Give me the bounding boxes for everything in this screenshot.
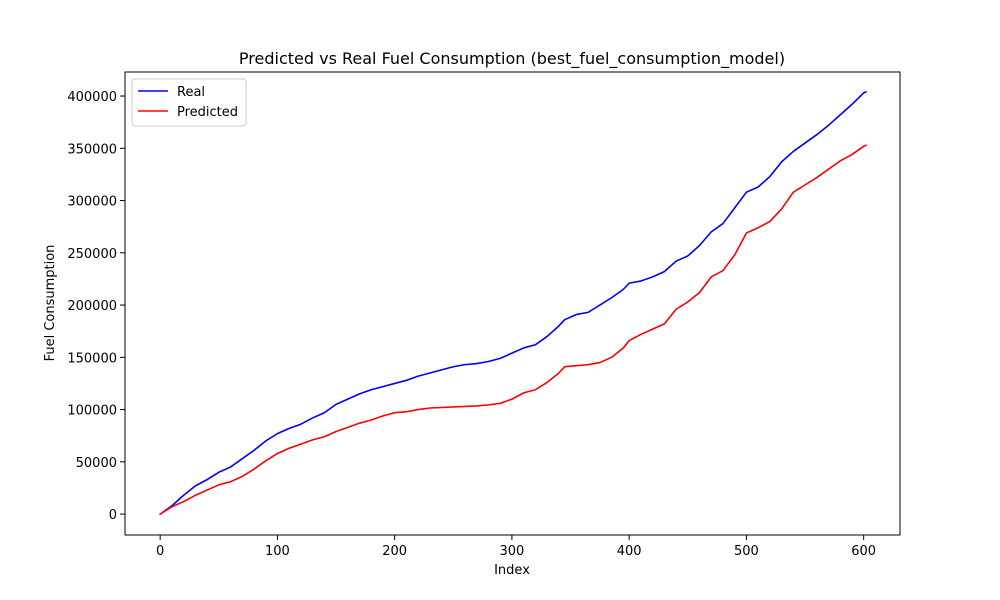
y-tick-label: 0 [109,508,117,523]
y-tick-label: 100000 [67,404,117,419]
y-tick-label: 350000 [67,142,117,157]
series-line-real [159,91,867,515]
x-tick-label: 300 [499,544,524,559]
series-line-predicted [159,144,867,515]
y-tick-label: 200000 [67,299,117,314]
y-tick-label: 50000 [76,456,117,471]
plot-frame [124,71,901,536]
plot-area: 0 100 200 300 400 500 600 0 50000 100000 150000 20… [67,71,901,559]
series-lines [159,91,867,515]
y-tick-label: 400000 [67,90,117,105]
y-tick-label: 150000 [67,351,117,366]
y-axis-label: Fuel Consumption [43,245,58,362]
y-tick-label: 300000 [67,195,117,210]
x-axis-label: Index [494,563,530,578]
y-tick-label: 250000 [67,247,117,262]
legend-label-real: Real [177,85,205,100]
legend: Real Predicted [131,78,247,127]
chart-title: Predicted vs Real Fuel Consumption (best… [239,49,785,69]
x-tick-label: 400 [617,544,642,559]
x-tick-label: 100 [265,544,290,559]
x-axis: 0 100 200 300 400 500 600 [156,535,876,559]
x-tick-label: 500 [734,544,759,559]
y-axis: 0 50000 100000 150000 200000 250000 300000 3500… [67,90,125,523]
x-tick-label: 600 [851,544,876,559]
x-tick-label: 200 [382,544,407,559]
legend-label-predicted: Predicted [177,105,238,120]
x-tick-label: 0 [156,544,164,559]
